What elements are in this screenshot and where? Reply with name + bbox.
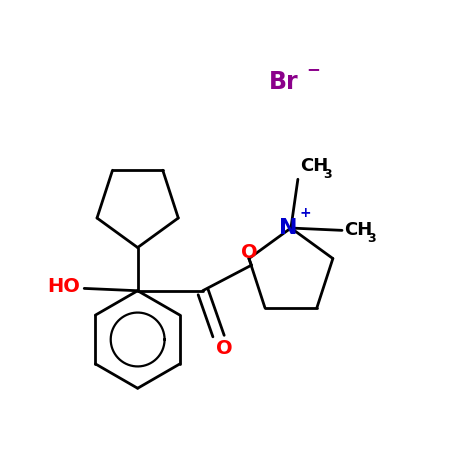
Text: 3: 3 — [323, 168, 332, 181]
Text: O: O — [216, 339, 233, 358]
Text: 3: 3 — [368, 232, 376, 245]
Text: N: N — [279, 218, 298, 238]
Text: CH: CH — [344, 221, 372, 239]
Text: −: − — [306, 60, 320, 78]
Text: Br: Br — [269, 70, 299, 94]
Text: O: O — [241, 243, 257, 262]
Text: HO: HO — [48, 277, 81, 296]
Text: +: + — [300, 206, 312, 220]
Text: CH: CH — [300, 157, 328, 175]
